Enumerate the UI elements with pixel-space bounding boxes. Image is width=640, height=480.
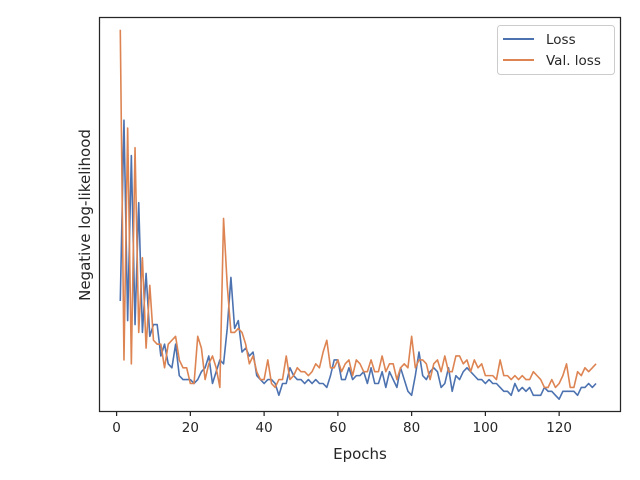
legend-label-loss: Loss bbox=[546, 32, 576, 48]
legend-label-val-loss: Val. loss bbox=[546, 53, 601, 69]
plot-area bbox=[119, 29, 597, 401]
series-line-loss bbox=[119, 119, 597, 401]
x-tick-label: 80 bbox=[403, 420, 420, 436]
legend-box bbox=[497, 25, 615, 75]
legend: Loss Val. loss bbox=[497, 25, 615, 75]
x-axis-label: Epochs bbox=[333, 445, 387, 463]
x-tick-label: 20 bbox=[182, 420, 199, 436]
series-line-val-loss bbox=[119, 29, 597, 389]
x-tick-label: 40 bbox=[256, 420, 273, 436]
x-tick-label: 100 bbox=[472, 420, 498, 436]
x-tick-label: 60 bbox=[329, 420, 346, 436]
y-axis-label: Negative log-likelihood bbox=[76, 129, 94, 301]
x-tick-label: 0 bbox=[112, 420, 121, 436]
x-tick-label: 120 bbox=[546, 420, 572, 436]
axes-frame bbox=[98, 16, 622, 413]
x-axis-ticks: 0 20 40 60 80 100 120 bbox=[112, 411, 572, 436]
